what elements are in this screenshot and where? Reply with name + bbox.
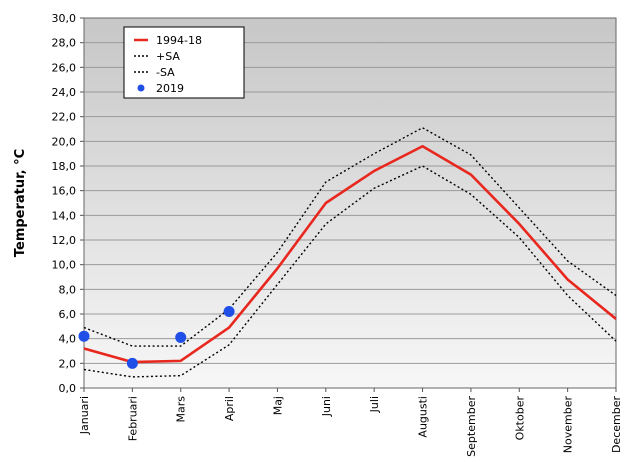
legend-swatch-2019 (137, 84, 145, 92)
y-tick-label: 12,0 (52, 234, 77, 247)
y-tick-label: 22,0 (52, 111, 77, 124)
legend-label-1994-18: 1994-18 (156, 34, 202, 47)
series-1994-18-line (83, 144, 617, 364)
series-2019-point (175, 331, 187, 343)
x-tick-label: Juni (320, 396, 333, 417)
y-tick-label: 20,0 (52, 135, 77, 148)
x-tick-label: Februari (126, 396, 139, 441)
y-tick-label: 10,0 (52, 259, 77, 272)
x-tick-label: November (562, 396, 575, 454)
y-tick-label: 28,0 (52, 37, 77, 50)
y-tick-label: 6,0 (59, 308, 77, 321)
y-tick-label: 8,0 (59, 283, 77, 296)
x-tick-label: Augusti (417, 396, 430, 438)
series-2019-point (78, 330, 90, 342)
y-tick-label: 26,0 (52, 61, 77, 74)
x-tick-label: Maj (271, 396, 284, 415)
y-tick-label: 14,0 (52, 209, 77, 222)
series-2019-point (126, 357, 138, 369)
legend: 1994-18 +SA -SA 2019 (123, 26, 245, 99)
y-tick-label: 2,0 (59, 357, 77, 370)
x-tick-label: September (465, 396, 478, 457)
x-tick-label: December (610, 396, 623, 454)
x-axis-ticks: Januari Februari Mars April Maj Juni Juli Augus… (78, 388, 623, 457)
legend-label-plus-sa: +SA (156, 50, 180, 63)
y-axis-ticks: 0,0 2,0 4,0 6,0 8,0 10,0 12,0 14,0 16,0 18,0 20,0 2… (52, 12, 84, 395)
x-tick-label: April (223, 396, 236, 421)
x-tick-label: Juli (368, 396, 381, 413)
y-tick-label: 30,0 (52, 12, 77, 25)
y-axis-title: Temperatur, °C (13, 149, 28, 257)
y-tick-label: 0,0 (59, 382, 77, 395)
y-tick-label: 4,0 (59, 333, 77, 346)
x-tick-label: Oktober (513, 396, 526, 441)
x-tick-label: Januari (78, 396, 91, 435)
legend-label-2019: 2019 (156, 82, 184, 95)
y-tick-label: 16,0 (52, 185, 77, 198)
series-2019-point (223, 306, 235, 318)
y-tick-label: 24,0 (52, 86, 77, 99)
x-tick-label: Mars (175, 396, 188, 423)
series-layer (78, 127, 617, 378)
legend-label-minus-sa: -SA (156, 66, 175, 79)
y-tick-label: 18,0 (52, 160, 77, 173)
